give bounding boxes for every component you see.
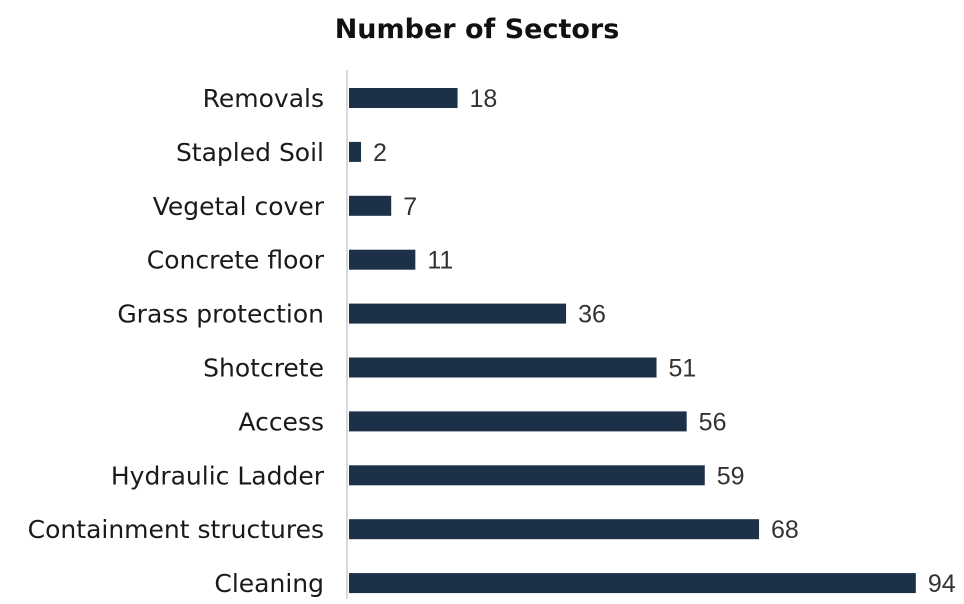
category-label: Removals [203, 84, 324, 113]
value-label: 68 [771, 516, 799, 544]
bar [349, 249, 416, 270]
value-label: 18 [470, 85, 498, 113]
category-label: Grass protection [117, 300, 324, 329]
bar [349, 357, 657, 378]
category-label: Access [238, 407, 324, 436]
bar [349, 303, 567, 324]
category-label: Shotcrete [203, 354, 324, 383]
bar [349, 141, 362, 162]
value-label: 2 [373, 139, 387, 167]
bar [349, 195, 392, 216]
category-label: Concrete floor [147, 246, 325, 275]
value-label: 11 [427, 247, 453, 275]
category-label: Containment structures [28, 515, 324, 544]
category-label: Vegetal cover [153, 192, 325, 221]
value-label: 51 [669, 355, 697, 383]
bar [349, 519, 760, 540]
value-label: 36 [578, 301, 606, 329]
bar [349, 573, 916, 594]
value-label: 56 [699, 408, 727, 436]
bar [349, 88, 458, 108]
bar [349, 465, 705, 486]
bar [349, 411, 687, 432]
category-label: Hydraulic Ladder [111, 461, 325, 490]
category-label: Stapled Soil [176, 138, 324, 167]
value-label: 59 [717, 462, 745, 490]
value-label: 7 [403, 193, 417, 221]
category-label: Cleaning [214, 569, 324, 598]
chart-title: Number of Sectors [335, 14, 620, 45]
value-label: 94 [928, 570, 956, 598]
bars-group: Removals 18 Stapled Soil 2 Vegetal cover 7 Con… [28, 84, 956, 598]
